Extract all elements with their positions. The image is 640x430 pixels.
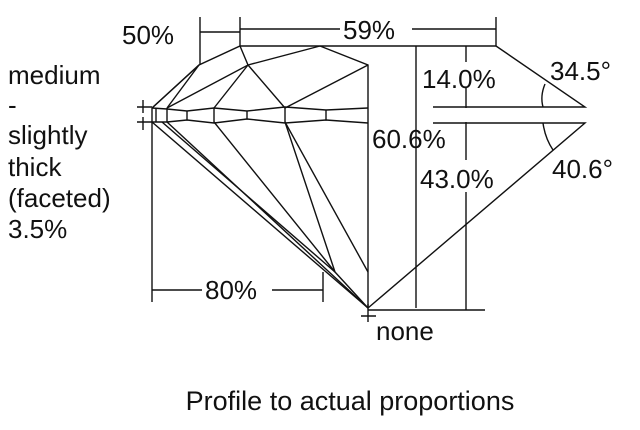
left-profile-outline bbox=[137, 45, 496, 322]
pavilion-depth-label: 43.0% bbox=[420, 164, 494, 194]
girdle-label-line: (faceted) bbox=[8, 183, 111, 213]
right-profile-outline bbox=[367, 45, 588, 309]
girdle-label-line: - bbox=[8, 90, 17, 120]
girdle-label-line: thick bbox=[8, 152, 62, 182]
lower-half-length-label: 80% bbox=[205, 275, 257, 305]
crown-angle-arc bbox=[541, 83, 546, 108]
culet-label: none bbox=[376, 316, 434, 346]
table-label: 59% bbox=[343, 15, 395, 45]
caption: Profile to actual proportions bbox=[186, 386, 515, 416]
girdle-label-line: 3.5% bbox=[8, 214, 67, 244]
girdle-label-line: medium bbox=[8, 60, 100, 90]
girdle-label-line: slightly bbox=[8, 120, 87, 150]
dimension-lines bbox=[151, 17, 497, 311]
crown-height-label: 14.0% bbox=[422, 64, 496, 94]
pavilion-angle-arc bbox=[542, 122, 554, 151]
crown-length-label: 50% bbox=[122, 20, 174, 50]
total-depth-label: 60.6% bbox=[372, 124, 446, 154]
culet-marker bbox=[361, 304, 376, 322]
pavilion-angle-label: 40.6° bbox=[552, 154, 613, 184]
crown-angle-label: 34.5° bbox=[550, 56, 611, 86]
girdle-label: medium - slightly thick (faceted) 3.5% bbox=[8, 60, 111, 244]
